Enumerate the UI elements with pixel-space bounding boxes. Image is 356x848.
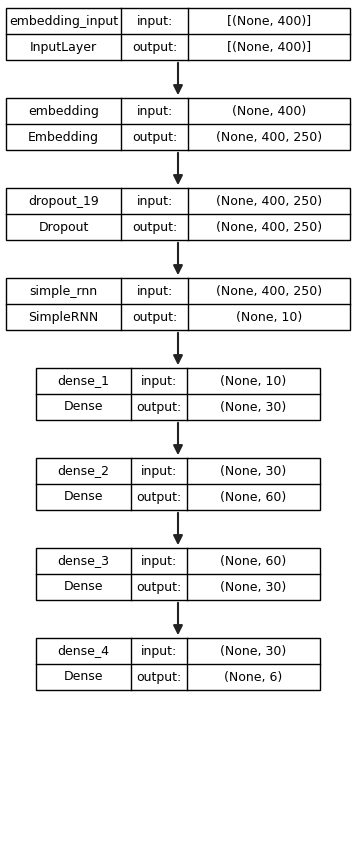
Text: (None, 400, 250): (None, 400, 250) [216, 194, 322, 208]
Text: [(None, 400)]: [(None, 400)] [227, 14, 311, 27]
Text: dense_2: dense_2 [58, 465, 110, 477]
Text: dense_1: dense_1 [58, 375, 110, 388]
Text: simple_rnn: simple_rnn [30, 284, 98, 298]
Bar [6, 278, 350, 330]
Bar [36, 368, 320, 420]
Text: (None, 10): (None, 10) [236, 310, 302, 323]
Bar [36, 548, 320, 600]
Text: dense_3: dense_3 [58, 555, 110, 567]
Text: (None, 60): (None, 60) [220, 490, 286, 504]
Text: output:: output: [136, 581, 182, 594]
Text: input:: input: [141, 644, 177, 657]
Text: dropout_19: dropout_19 [28, 194, 99, 208]
Bar [36, 458, 320, 510]
Text: input:: input: [137, 284, 173, 298]
Bar [6, 188, 350, 240]
Text: output:: output: [132, 310, 177, 323]
Text: Dropout: Dropout [38, 220, 89, 233]
Text: (None, 60): (None, 60) [220, 555, 286, 567]
Text: output:: output: [136, 671, 182, 683]
Text: output:: output: [136, 400, 182, 414]
Text: (None, 30): (None, 30) [220, 465, 286, 477]
Text: (None, 6): (None, 6) [224, 671, 282, 683]
Text: (None, 400): (None, 400) [232, 104, 306, 118]
Text: Dense: Dense [64, 671, 103, 683]
Text: input:: input: [141, 375, 177, 388]
Text: Embedding: Embedding [28, 131, 99, 143]
Bar [6, 98, 350, 150]
Text: [(None, 400)]: [(None, 400)] [227, 41, 311, 53]
Text: (None, 400, 250): (None, 400, 250) [216, 131, 322, 143]
Text: Dense: Dense [64, 400, 103, 414]
Text: (None, 400, 250): (None, 400, 250) [216, 284, 322, 298]
Text: input:: input: [141, 555, 177, 567]
Text: (None, 30): (None, 30) [220, 644, 286, 657]
Text: Dense: Dense [64, 490, 103, 504]
Text: input:: input: [137, 14, 173, 27]
Text: input:: input: [141, 465, 177, 477]
Text: Dense: Dense [64, 581, 103, 594]
Text: (None, 30): (None, 30) [220, 581, 286, 594]
Text: (None, 400, 250): (None, 400, 250) [216, 220, 322, 233]
Text: embedding: embedding [28, 104, 99, 118]
Text: output:: output: [132, 41, 177, 53]
Text: output:: output: [132, 220, 177, 233]
Text: output:: output: [132, 131, 177, 143]
Text: embedding_input: embedding_input [9, 14, 118, 27]
Text: SimpleRNN: SimpleRNN [28, 310, 99, 323]
Text: output:: output: [136, 490, 182, 504]
Bar [6, 8, 350, 60]
Text: dense_4: dense_4 [58, 644, 110, 657]
Bar [36, 638, 320, 690]
Text: input:: input: [137, 104, 173, 118]
Text: (None, 10): (None, 10) [220, 375, 286, 388]
Text: (None, 30): (None, 30) [220, 400, 286, 414]
Text: InputLayer: InputLayer [30, 41, 97, 53]
Text: input:: input: [137, 194, 173, 208]
